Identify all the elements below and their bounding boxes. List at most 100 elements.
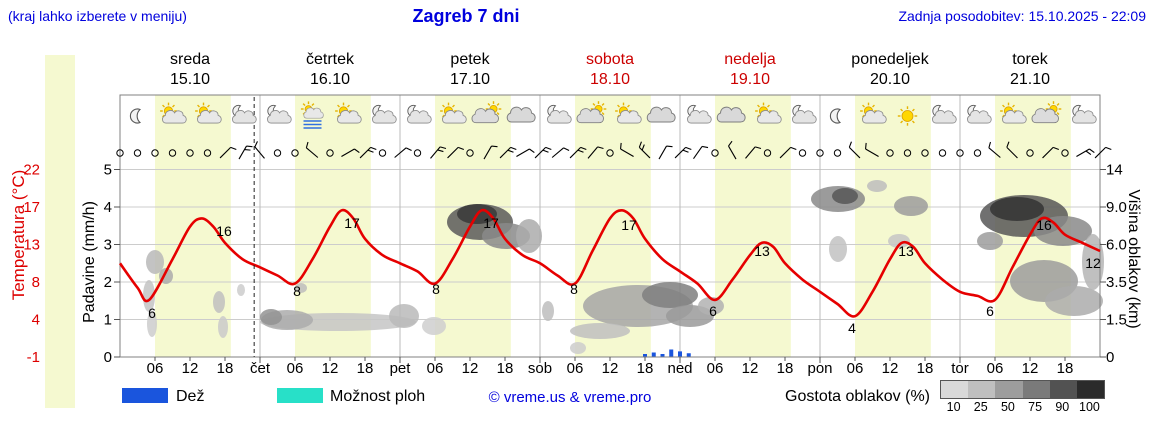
moon-cloud-icon [267,104,292,124]
wind-calm-icon [1061,149,1069,157]
moon-cloud-icon [967,104,992,124]
day-header-nedelja: nedelja 19.10 [680,50,820,90]
wind-barb-icon [254,141,265,159]
line [1047,102,1051,106]
cloud-density-scale-labels: 10 25 50 75 90 100 [940,400,1103,414]
line [370,146,377,150]
wind-barb-icon [674,146,692,159]
x-hour-label: 06 [707,360,724,377]
line [306,147,319,158]
cloud-scale-segment [941,381,969,398]
wind-barb-icon [394,147,412,158]
wind-barb-icon [569,146,587,159]
wind-calm-icon [133,149,142,157]
path [716,106,746,123]
wind-calm-icon [973,149,982,157]
wind-calm-icon [798,149,807,157]
line [563,147,570,151]
wind-barb-icon [620,142,634,157]
path [687,110,712,124]
moon-icon [829,108,842,124]
wind-barb-icon [483,145,498,160]
line [1056,112,1060,116]
cloud-blob [1045,286,1103,316]
copyright-link[interactable]: © vreme.us & vreme.pro [488,389,652,406]
line [693,146,703,160]
line [311,103,315,107]
wind-barb-icon [693,145,709,160]
path [162,110,187,124]
day-name: nedelja [724,51,776,68]
showers-legend-label: Možnost ploh [330,388,426,405]
day-header-ponedeljek: ponedeljek 20.10 [820,50,960,90]
x-hour-label: 12 [322,360,339,377]
rain-bar [678,351,682,357]
line [862,104,865,108]
wind-barb-icon [658,145,673,160]
rain-bar [686,353,691,357]
wind-barb-icon [988,141,1001,158]
line [865,142,867,150]
wind-calm-icon [1026,149,1034,157]
line [620,148,634,157]
precip-tick-label: 3 [104,237,112,254]
wind-calm-icon [711,149,719,157]
day-date: 15.10 [169,71,211,88]
day-date: 18.10 [589,71,631,88]
path [407,110,432,124]
wind-barb-icon [359,146,377,159]
line [577,149,584,153]
daylight-band [855,95,931,357]
wind-barb-icon [848,141,861,159]
line [254,141,258,148]
cloud-tick-label: 6.0 [1106,237,1127,254]
line [347,104,350,108]
line [1089,148,1095,153]
temp-value-label: 6 [986,303,994,319]
path [129,108,142,124]
precip-tick-label: 4 [104,199,112,216]
line [457,146,465,150]
path [506,106,536,123]
temp-tick-label: 17 [23,199,40,216]
line [638,141,642,148]
wind-barb-icon [551,147,570,158]
line [305,141,309,149]
day-header-četrtek: četrtek 16.10 [260,50,400,90]
line [911,108,915,112]
cloud-sun-icon [471,101,502,124]
line [728,140,733,147]
x-hour-label: 12 [882,360,899,377]
x-day-abbrev: pon [807,360,832,377]
daylight-band [155,95,231,357]
line [872,104,875,108]
path [1002,110,1027,124]
rain-bar [660,354,665,357]
temp-value-label: 6 [709,303,717,319]
sun-cloud-icon [755,102,782,124]
line [442,114,445,118]
day-date: 21.10 [1009,71,1051,88]
sun-cloud-icon [195,102,222,124]
path [757,110,782,124]
line [367,149,374,153]
wind-calm-icon [833,149,842,157]
path [862,110,887,124]
line [439,146,447,150]
day-date: 17.10 [449,71,491,88]
line [483,145,492,160]
line [1012,104,1015,108]
moon-cloud-icon [792,104,817,124]
cloud-scale-segment [1022,381,1050,398]
day-name: ponedeljek [851,51,929,68]
cloud-scale-label: 75 [1028,400,1043,414]
x-hour-label: 18 [357,360,374,377]
line [685,146,692,150]
location-hint: (kraj lahko izberete v meniju) [8,8,187,24]
path [617,110,642,124]
temp-value-label: 17 [483,215,499,231]
line [587,146,599,159]
wind-barb-icon [745,146,762,159]
wind-barb-icon [1076,148,1095,157]
day-header-sobota: sobota 18.10 [540,50,680,90]
